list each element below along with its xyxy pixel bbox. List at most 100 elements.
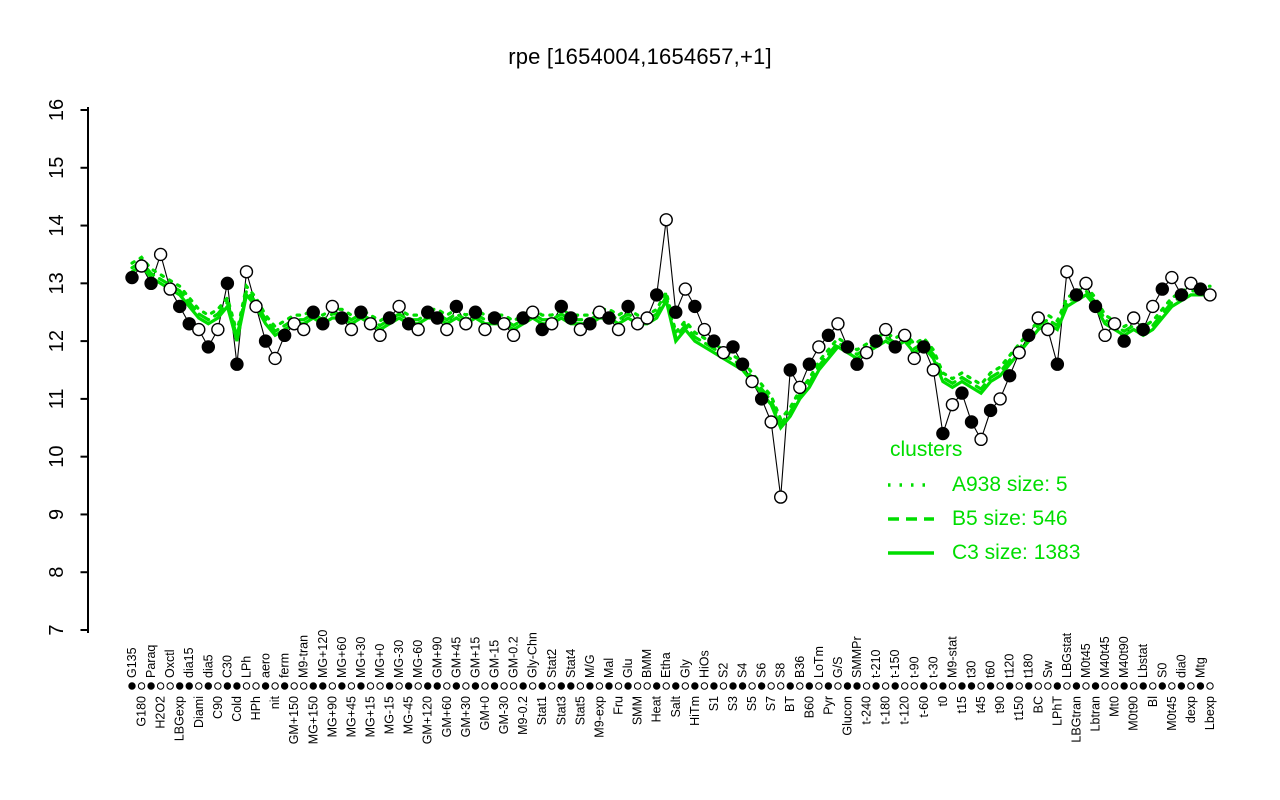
x-axis-label: M40t45: [1098, 636, 1112, 678]
data-point: [201, 340, 216, 354]
data-point: [1146, 299, 1160, 314]
data-point: [134, 259, 149, 273]
x-axis-label: MG+90: [325, 696, 339, 737]
data-point: [869, 334, 883, 348]
x-axis-label: t15: [955, 696, 969, 713]
condition-marker: [242, 682, 251, 690]
x-axis-label: Mt0: [1108, 696, 1122, 717]
condition-marker: [1063, 682, 1071, 690]
condition-marker: [357, 682, 365, 690]
y-tick-label: 12: [46, 330, 68, 352]
condition-marker: [204, 682, 213, 690]
y-tick-label: 9: [46, 509, 68, 520]
data-point: [964, 415, 979, 429]
y-tick-label: 16: [46, 99, 68, 121]
condition-marker: [967, 682, 976, 690]
condition-marker: [319, 682, 327, 690]
x-axis-label: Gly-Chn: [526, 632, 540, 678]
data-point: [297, 322, 311, 337]
x-axis-label: MG+150: [306, 696, 320, 744]
x-axis-label: S2: [716, 663, 730, 678]
data-point: [707, 334, 721, 348]
x-axis-label: dia15: [182, 647, 196, 678]
data-point: [344, 322, 359, 337]
data-point: [850, 357, 864, 371]
data-point: [774, 490, 788, 504]
condition-marker: [843, 682, 852, 690]
data-point: [1174, 288, 1189, 302]
legend-item-a938: A938 size: 5: [886, 473, 1080, 496]
y-axis: 7 8 9 10 11 12 13 14 15 16: [46, 99, 89, 636]
x-axis-label: MG+15: [363, 696, 377, 737]
condition-marker: [195, 682, 203, 690]
condition-marker: [395, 682, 403, 690]
x-axis-label: M9-0.2: [516, 696, 530, 735]
data-point: [163, 282, 177, 296]
condition-marker: [557, 682, 565, 690]
data-point: [630, 317, 645, 331]
condition-marker: [824, 682, 833, 690]
x-axis-label: S1: [707, 696, 721, 711]
data-point: [153, 247, 168, 262]
x-axis-label: MG+60: [335, 637, 349, 678]
data-point: [926, 363, 941, 377]
data-point: [573, 322, 588, 337]
data-point: [669, 305, 683, 319]
data-point: [325, 299, 340, 314]
condition-marker: [1015, 682, 1023, 690]
x-axis-label: M0t45: [1079, 643, 1093, 678]
x-axis-label: G/S: [831, 656, 845, 678]
x-axis-label: Lbtran: [1089, 696, 1103, 731]
condition-marker: [681, 682, 690, 690]
x-axis-label: M0t45: [1165, 696, 1179, 731]
condition-marker: [891, 682, 899, 690]
data-point: [220, 276, 235, 291]
x-axis-label: t-90: [907, 656, 921, 678]
condition-marker: [729, 682, 737, 690]
condition-marker: [996, 682, 1004, 690]
data-point: [678, 282, 693, 296]
x-axis-label: Salt: [669, 695, 683, 717]
data-point: [144, 276, 158, 291]
condition-marker: [1196, 682, 1205, 690]
data-point: [659, 213, 673, 227]
data-point: [382, 311, 397, 325]
data-point: [1165, 270, 1179, 285]
condition-marker: [1149, 682, 1157, 690]
data-point: [1136, 322, 1150, 337]
condition-marker: [1082, 682, 1090, 690]
y-tick-label: 13: [46, 272, 68, 294]
data-point: [1069, 288, 1084, 302]
x-axis-label: LPhT: [1050, 696, 1064, 726]
data-point: [277, 328, 292, 343]
data-point: [945, 397, 960, 412]
condition-marker: [433, 682, 441, 690]
x-axis-label: BC: [1031, 696, 1045, 713]
data-point: [583, 317, 597, 331]
legend-item-label: A938 size: 5: [952, 473, 1068, 496]
data-point: [211, 322, 225, 337]
data-point: [783, 363, 797, 377]
y-tick-label: 14: [46, 214, 68, 236]
condition-marker: [538, 682, 546, 690]
y-tick-label: 15: [46, 157, 68, 179]
x-axis-label: Paraq: [144, 645, 158, 678]
condition-marker: [662, 682, 670, 690]
x-axis-label: dexp: [1184, 696, 1198, 723]
condition-marker: [1101, 682, 1109, 690]
condition-marker: [443, 682, 451, 690]
data-point: [745, 374, 759, 389]
condition-marker: [910, 682, 918, 690]
x-axis-label: Fru: [612, 696, 626, 715]
x-axis-label: GM+0: [478, 696, 492, 730]
condition-marker: [853, 682, 861, 690]
data-point: [831, 317, 845, 331]
condition-marker: [786, 682, 794, 690]
data-point: [1088, 299, 1103, 314]
condition-marker: [1187, 682, 1195, 690]
x-axis-label: B60: [802, 696, 816, 718]
condition-marker: [929, 682, 938, 690]
condition-marker: [862, 682, 871, 690]
condition-marker: [385, 682, 394, 690]
condition-marker: [261, 682, 270, 690]
